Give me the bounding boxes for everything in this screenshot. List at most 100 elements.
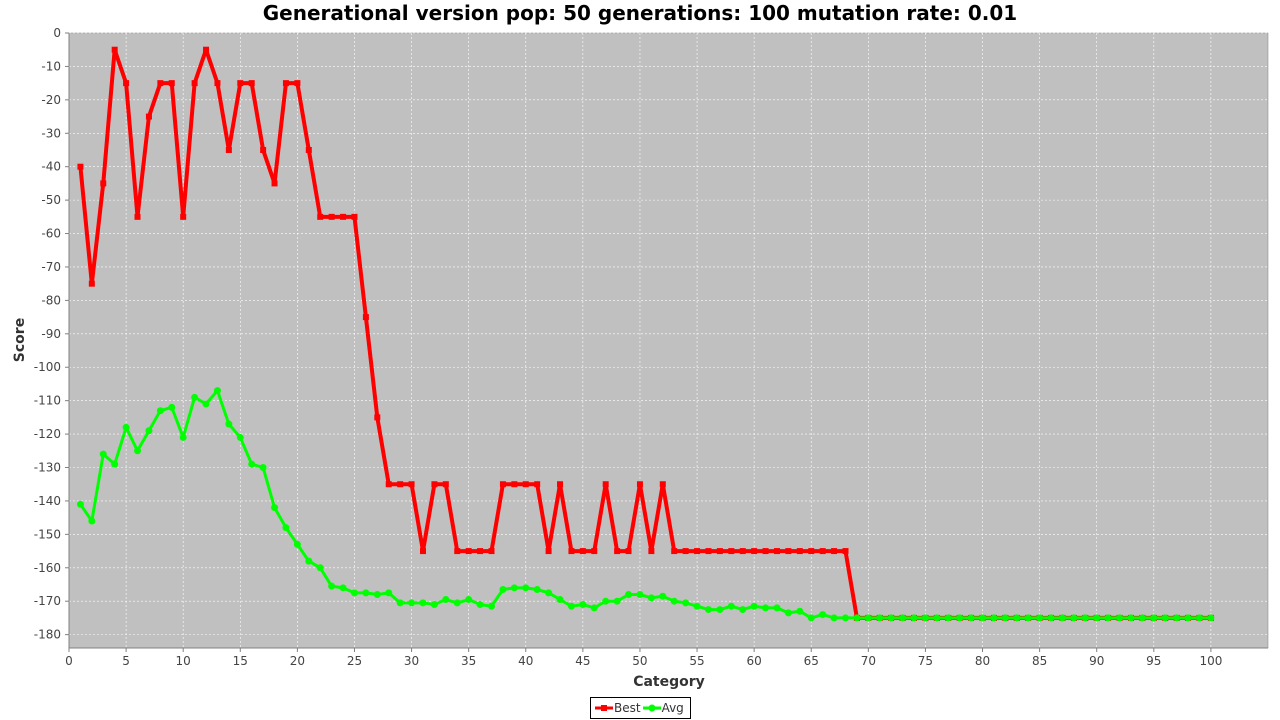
- data-point-best: [831, 548, 838, 555]
- x-tick-label: 90: [1089, 654, 1104, 668]
- x-tick-label: 20: [290, 654, 305, 668]
- data-point-avg: [179, 433, 187, 441]
- data-point-best: [716, 548, 723, 555]
- data-point-avg: [819, 611, 827, 619]
- data-point-avg: [533, 586, 541, 594]
- data-point-avg: [88, 517, 96, 525]
- data-point-avg: [156, 407, 164, 415]
- data-point-best: [214, 80, 221, 87]
- x-tick-label: 100: [1199, 654, 1222, 668]
- legend-item-best[interactable]: Best: [595, 701, 641, 715]
- data-point-best: [77, 163, 84, 170]
- data-point-avg: [499, 586, 507, 594]
- y-tick-label: 0: [53, 26, 61, 40]
- data-point-avg: [1184, 614, 1192, 622]
- data-point-best: [260, 146, 267, 153]
- data-point-best: [431, 481, 438, 488]
- data-point-best: [374, 414, 381, 421]
- data-point-best: [511, 481, 518, 488]
- data-point-best: [294, 80, 301, 87]
- data-point-avg: [202, 400, 210, 408]
- data-point-avg: [488, 602, 496, 610]
- x-tick-label: 65: [804, 654, 819, 668]
- data-point-avg: [111, 460, 119, 468]
- legend-label-avg: Avg: [661, 701, 684, 715]
- y-tick-label: -110: [34, 394, 61, 408]
- data-point-avg: [430, 601, 438, 609]
- data-point-avg: [191, 393, 199, 401]
- data-point-best: [419, 548, 426, 555]
- data-point-best: [499, 481, 506, 488]
- data-point-avg: [1127, 614, 1135, 622]
- data-point-best: [808, 548, 815, 555]
- y-tick-label: -140: [34, 494, 61, 508]
- data-point-avg: [522, 584, 530, 592]
- data-point-avg: [373, 591, 381, 599]
- data-point-avg: [1081, 614, 1089, 622]
- data-point-best: [408, 481, 415, 488]
- data-point-avg: [807, 614, 815, 622]
- data-point-best: [134, 213, 141, 220]
- y-tick-label: -100: [34, 360, 61, 374]
- axes: 0 -10 -20 -30 -40 -50 -60 -70 -80 -90 -100 -110 -120…: [34, 26, 1268, 668]
- data-point-avg: [1058, 614, 1066, 622]
- data-point-best: [362, 314, 369, 321]
- data-point-avg: [396, 599, 404, 607]
- data-point-avg: [704, 606, 712, 614]
- data-point-avg: [385, 589, 393, 597]
- series-line-avg: [79, 389, 1211, 620]
- y-tick-label: -180: [34, 628, 61, 642]
- data-point-best: [557, 481, 564, 488]
- data-point-avg: [784, 609, 792, 617]
- x-tick-label: 60: [747, 654, 762, 668]
- data-point-avg: [1013, 614, 1021, 622]
- data-point-best: [465, 548, 472, 555]
- x-tick-label: 95: [1146, 654, 1161, 668]
- data-point-avg: [887, 614, 895, 622]
- data-point-avg: [899, 614, 907, 622]
- data-point-avg: [350, 589, 358, 597]
- x-tick-label: 45: [575, 654, 590, 668]
- data-point-avg: [739, 606, 747, 614]
- data-point-best: [636, 481, 643, 488]
- data-point-avg: [579, 601, 587, 609]
- data-point-avg: [1116, 614, 1124, 622]
- y-tick-label: -30: [41, 126, 61, 140]
- y-tick-label: -90: [41, 327, 61, 341]
- data-point-best: [785, 548, 792, 555]
- data-point-avg: [567, 602, 575, 610]
- data-point-best: [796, 548, 803, 555]
- plot-background: [68, 32, 1269, 649]
- data-point-avg: [967, 614, 975, 622]
- y-tick-label: -120: [34, 427, 61, 441]
- data-point-best: [397, 481, 404, 488]
- data-point-avg: [1138, 614, 1146, 622]
- data-point-avg: [864, 614, 872, 622]
- data-point-avg: [876, 614, 884, 622]
- data-point-avg: [271, 504, 279, 512]
- data-point-best: [191, 80, 198, 87]
- legend-swatch-best: [595, 705, 613, 711]
- y-tick-label: -40: [41, 160, 61, 174]
- x-tick-label: 50: [632, 654, 647, 668]
- data-point-best: [145, 113, 152, 120]
- legend-item-avg[interactable]: Avg: [642, 701, 684, 715]
- data-point-best: [282, 80, 289, 87]
- data-point-avg: [750, 602, 758, 610]
- data-point-avg: [419, 599, 427, 607]
- data-point-best: [762, 548, 769, 555]
- data-point-best: [88, 280, 95, 287]
- data-point-avg: [99, 450, 107, 458]
- data-point-avg: [248, 460, 256, 468]
- data-point-avg: [1036, 614, 1044, 622]
- data-point-avg: [1150, 614, 1158, 622]
- data-point-avg: [545, 589, 553, 597]
- data-point-avg: [773, 604, 781, 612]
- data-point-avg: [453, 599, 461, 607]
- data-point-best: [591, 548, 598, 555]
- data-point-avg: [933, 614, 941, 622]
- data-point-best: [180, 213, 187, 220]
- data-point-avg: [442, 596, 450, 604]
- data-point-best: [602, 481, 609, 488]
- data-point-best: [477, 548, 484, 555]
